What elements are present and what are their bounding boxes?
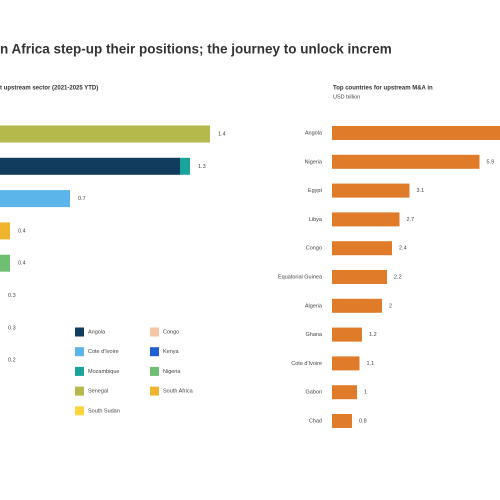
legend-label: Kenya — [163, 349, 180, 355]
category-label: Congo — [306, 246, 322, 252]
bar — [0, 254, 10, 272]
category-label: Libya — [309, 217, 323, 223]
data-label: 2.7 — [407, 217, 415, 223]
data-label: 0.7 — [78, 196, 86, 202]
legend-label: South Africa — [163, 389, 194, 395]
data-label: 1.2 — [369, 332, 377, 338]
legend-swatch — [75, 406, 84, 416]
data-label: 0.3 — [8, 293, 16, 299]
bar — [0, 222, 10, 240]
right-subtitle: USD billion — [333, 94, 360, 100]
legend-label: South Sudan — [88, 408, 120, 414]
legend-label: Congo — [163, 329, 179, 335]
legend-swatch — [75, 386, 84, 396]
data-label: 1.3 — [198, 164, 206, 170]
legend-swatch — [150, 347, 159, 357]
category-label: Chad — [309, 418, 322, 424]
bar — [332, 154, 480, 169]
legend-swatch — [75, 327, 84, 337]
bar — [332, 298, 382, 313]
data-label: 0.4 — [18, 228, 26, 234]
legend-label: Mozambique — [88, 369, 120, 375]
data-label: 3.1 — [417, 188, 425, 194]
bar — [332, 241, 392, 256]
legend-swatch — [75, 366, 84, 376]
data-label: 1.4 — [218, 131, 226, 137]
data-label: 0.2 — [8, 358, 16, 364]
category-label: Gabon — [305, 390, 322, 396]
legend-swatch — [75, 347, 84, 357]
left-subtitle: t upstream sector (2021-2025 YTD) — [0, 86, 98, 92]
data-label: 0.4 — [18, 261, 26, 267]
category-label: Cote d'Ivoire — [291, 361, 322, 367]
legend-label: Angola — [88, 329, 106, 335]
category-label: Nigeria — [305, 159, 323, 165]
legend-label: Nigeria — [163, 369, 181, 375]
bar — [332, 183, 410, 198]
bar — [0, 157, 180, 175]
legend-swatch — [150, 327, 159, 337]
data-label: 0.8 — [359, 418, 367, 424]
category-label: Angola — [305, 130, 323, 136]
bar — [332, 327, 362, 342]
data-label: 2.2 — [394, 274, 402, 280]
legend-swatch — [150, 386, 159, 396]
bar — [332, 356, 360, 371]
data-label: 1.1 — [367, 361, 375, 367]
page-title: n Africa step-up their positions; the jo… — [0, 42, 392, 57]
category-label: Algeria — [305, 303, 323, 309]
data-label: 2 — [389, 303, 392, 309]
bar — [0, 190, 70, 208]
data-label: 5.9 — [487, 159, 495, 165]
bar — [332, 414, 352, 428]
category-label: Ghana — [305, 332, 322, 338]
bar — [332, 270, 387, 284]
data-label: 2.4 — [399, 246, 407, 252]
legend-swatch — [150, 366, 159, 376]
bar — [332, 385, 357, 400]
bar — [0, 125, 210, 143]
right-title: Top countries for upstream M&A in — [333, 86, 433, 92]
bar — [332, 126, 500, 140]
legend-label: Cote d'Ivoire — [88, 349, 119, 355]
bar — [332, 212, 400, 227]
data-label: 0.3 — [8, 325, 16, 331]
category-label: Egypt — [308, 188, 323, 194]
bar — [180, 157, 190, 175]
legend-label: Senegal — [88, 389, 108, 395]
category-label: Equatorial Guinea — [278, 274, 323, 280]
data-label: 1 — [364, 390, 367, 396]
